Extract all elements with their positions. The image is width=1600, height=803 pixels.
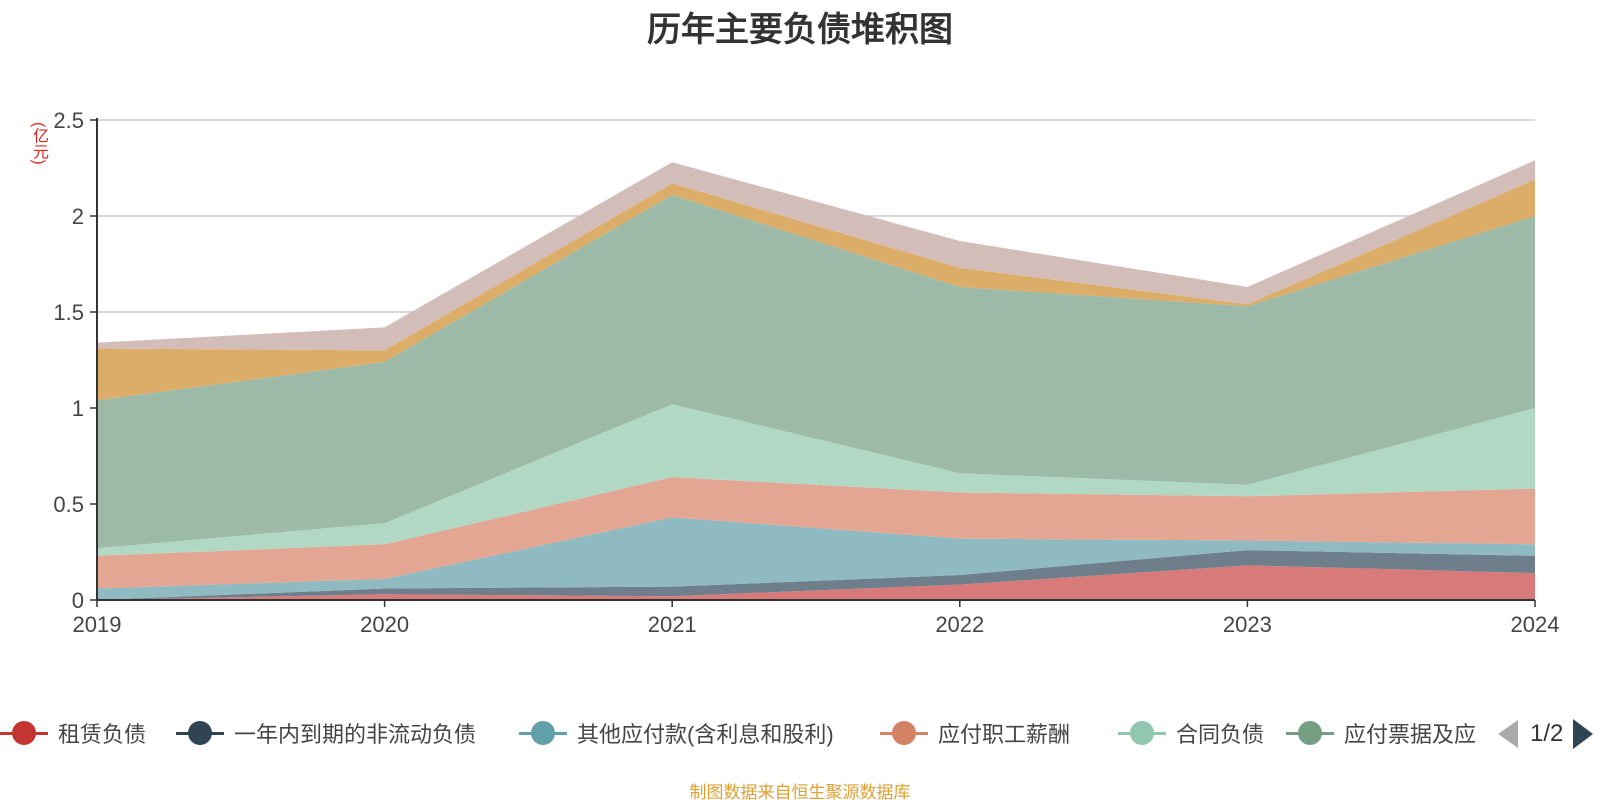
legend-label: 应付职工薪酬: [938, 722, 1071, 747]
chart-title: 历年主要负债堆积图: [647, 11, 953, 49]
legend-marker-icon: [1286, 720, 1334, 745]
area-series-8: [97, 160, 1535, 351]
data-source-note: 制图数据来自恒生聚源数据库: [689, 783, 911, 802]
area-layer: [97, 160, 1535, 600]
y-tick-label: 2.5: [53, 108, 84, 133]
legend-marker-icon: [880, 720, 928, 745]
legend-item[interactable]: 租赁负债: [0, 715, 146, 751]
legend-pager: 1/2: [1498, 714, 1600, 754]
y-tick-label: 0.5: [53, 492, 84, 517]
y-tick-label: 1: [72, 396, 84, 421]
y-axis-unit-label: (亿元): [30, 122, 47, 165]
legend-next-icon[interactable]: [1573, 719, 1594, 749]
stacked-area-chart: 0 0.5 1 1.5 2 2.5 2019 2020 2021 2022 2023 2024: [53, 108, 1559, 637]
legend-label: 合同负债: [1176, 722, 1265, 747]
y-tick-label: 2: [72, 204, 84, 229]
legend-marker-icon: [0, 720, 48, 745]
legend-page-indicator: 1/2: [1530, 720, 1564, 747]
legend-marker-icon: [519, 720, 567, 745]
area-series-4: [97, 477, 1535, 589]
legend-item[interactable]: 合同负债: [1118, 715, 1264, 751]
area-series-5: [97, 404, 1535, 556]
area-series-6: [97, 194, 1535, 549]
x-tick-label: 2020: [360, 612, 409, 637]
legend-label: 一年内到期的非流动负债: [234, 722, 477, 747]
area-series-2: [97, 550, 1535, 600]
legend-marker-icon: [176, 720, 224, 745]
legend-item[interactable]: 其他应付款(含利息和股利): [519, 715, 834, 751]
legend-label: 其他应付款(含利息和股利): [577, 722, 834, 747]
y-tick-label: 0: [72, 588, 84, 613]
x-tick-label: 2019: [73, 612, 122, 637]
legend: 租赁负债 一年内到期的非流动负债 其他应付款(含利息和股利) 应付职工薪酬 合同负债 应付…: [0, 715, 1600, 751]
area-series-1: [97, 565, 1535, 600]
legend-item[interactable]: 应付职工薪酬: [880, 715, 1070, 751]
legend-marker-icon: [1118, 720, 1166, 745]
area-series-3: [97, 517, 1535, 600]
x-tick-label: 2023: [1223, 612, 1272, 637]
x-tick-label: 2021: [648, 612, 697, 637]
legend-prev-icon[interactable]: [1498, 720, 1518, 748]
legend-label: 租赁负债: [58, 722, 147, 747]
axis-layer: 0 0.5 1 1.5 2 2.5 2019 2020 2021 2022 2023 2024: [53, 108, 1559, 637]
legend-item[interactable]: 应付票据及应: [1286, 715, 1476, 751]
x-tick-label: 2022: [935, 612, 984, 637]
x-tick-label: 2024: [1511, 612, 1560, 637]
y-tick-label: 1.5: [53, 300, 84, 325]
legend-label: 应付票据及应: [1344, 722, 1477, 747]
legend-item[interactable]: 一年内到期的非流动负债: [176, 715, 476, 751]
area-series-7: [97, 179, 1535, 401]
